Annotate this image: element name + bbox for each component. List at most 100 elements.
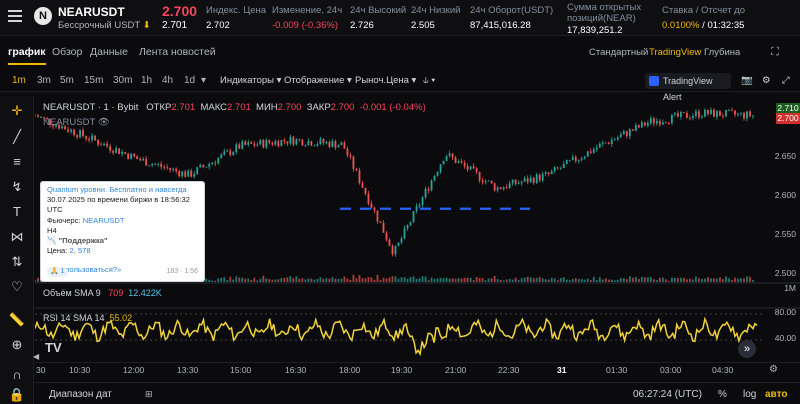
utc-clock[interactable]: 06:27:24 (UTC): [633, 389, 702, 400]
brush-icon[interactable]: ↯: [11, 179, 23, 194]
candle-body: [565, 160, 568, 164]
timeframe-1h[interactable]: 1h: [141, 75, 153, 86]
candle-body: [166, 167, 169, 169]
timeframe-30m[interactable]: 30m: [113, 75, 133, 86]
tab-chart[interactable]: график: [8, 46, 46, 58]
auto-scale-toggle[interactable]: авто: [765, 389, 788, 400]
volume-bar: [262, 275, 265, 282]
favorite-icon[interactable]: ♡: [11, 279, 23, 294]
magnet-icon[interactable]: ∩: [12, 367, 22, 382]
volume-bar: [37, 277, 39, 282]
volume-bar: [409, 277, 412, 282]
volume-bar: [655, 279, 658, 282]
candle-body: [544, 172, 547, 174]
trendline-icon[interactable]: ╱: [13, 129, 21, 144]
timeframe-5m[interactable]: 5m: [60, 75, 74, 86]
volume-bar: [490, 278, 493, 282]
candle-body: [298, 139, 301, 140]
percent-scale-toggle[interactable]: %: [718, 389, 727, 400]
crosshair-icon[interactable]: ✛: [11, 103, 23, 118]
timeframe-3m[interactable]: 3m: [37, 75, 51, 86]
eye-icon[interactable]: 👁: [97, 117, 110, 128]
volume-sma-value: 12.422K: [128, 288, 162, 298]
display-dropdown[interactable]: Отображение ▾: [284, 75, 352, 86]
fib-icon[interactable]: ≡: [13, 154, 21, 169]
candle-body: [520, 181, 523, 184]
candle-body: [100, 144, 102, 146]
candle-body: [631, 129, 634, 131]
tab-data[interactable]: Данные: [90, 46, 128, 58]
time-tick: 10:30: [69, 365, 91, 375]
candle-body: [460, 161, 463, 163]
volume-bar: [370, 277, 373, 282]
time-axis: 30 10:30 12:00 13:30 15:00 16:30 18:00 1…: [35, 362, 800, 376]
view-depth[interactable]: Глубина: [704, 47, 741, 58]
candle-body: [292, 136, 295, 145]
price-tick: 2.500: [774, 268, 796, 278]
screenshot-icon[interactable]: 📷: [741, 75, 753, 86]
volume-bar: [253, 277, 256, 282]
text-icon[interactable]: T: [13, 204, 21, 219]
price-type-dropdown[interactable]: Рыноч.Цена ▾: [355, 75, 417, 86]
popup-reactions[interactable]: 🙏 1: [47, 266, 68, 277]
view-standard[interactable]: Стандартный: [589, 47, 649, 58]
date-range-button[interactable]: Диапазон дат: [49, 389, 112, 400]
candle-body: [409, 222, 412, 226]
candle-body: [229, 150, 232, 155]
candle-body: [346, 148, 349, 156]
volume-bar: [598, 277, 601, 282]
volume-bar: [740, 278, 742, 282]
timeframe-4h[interactable]: 4h: [162, 75, 174, 86]
tradingview-alert-button[interactable]: TradingView Alert: [645, 73, 731, 102]
timeframe-1m[interactable]: 1m: [12, 75, 26, 86]
tab-news-feed[interactable]: Лента новостей: [139, 46, 216, 58]
timeframe-15m[interactable]: 15m: [84, 75, 104, 86]
chart-pane[interactable]: NEARUSDT · 1 · Bybit ОТКР2.701 МАКС2.701…: [35, 96, 800, 362]
timeframe-1d[interactable]: 1d: [184, 75, 196, 86]
notification-popup[interactable]: Quantum уровни. Бесплатно и навсегда 30.…: [40, 181, 205, 282]
menu-icon[interactable]: [8, 10, 22, 22]
compare-icon[interactable]: ⫝ ▾: [423, 75, 436, 86]
candle-body: [94, 135, 96, 141]
collapse-arrow-icon[interactable]: ◀: [33, 352, 40, 361]
volume-bar: [701, 279, 703, 282]
popup-futures-label: Фьючерс:: [47, 215, 81, 225]
candle-body: [713, 109, 715, 117]
candle-body: [622, 131, 625, 135]
popup-howto-link[interactable]: «Как пользоваться?»: [47, 265, 122, 275]
popup-meta: 183 · 1:56: [166, 267, 198, 275]
settings-icon[interactable]: ⚙: [762, 75, 771, 86]
measure-icon[interactable]: ⇅: [11, 254, 23, 269]
expand-icon[interactable]: ⤢: [782, 75, 790, 86]
volume-bar: [487, 278, 490, 282]
scroll-to-realtime-button[interactable]: »: [738, 340, 756, 358]
candle-body: [562, 163, 565, 168]
candle-body: [478, 172, 481, 181]
log-scale-toggle[interactable]: log: [743, 389, 757, 400]
ruler-icon[interactable]: 📏: [8, 312, 26, 327]
volume-bar: [319, 277, 322, 282]
candle-body: [37, 115, 39, 118]
candle-body: [571, 156, 574, 161]
volume-bar: [463, 277, 466, 282]
indicators-dropdown[interactable]: Индикаторы ▾: [220, 75, 282, 86]
timeframe-more-icon[interactable]: ▾: [201, 75, 207, 86]
candle-body: [322, 138, 325, 144]
symbol-name[interactable]: NEARUSDT: [58, 5, 125, 19]
fullscreen-icon[interactable]: ⛶: [771, 46, 779, 58]
view-tradingview[interactable]: TradingView: [649, 47, 702, 58]
coin-logo: N: [34, 7, 52, 25]
zoom-icon[interactable]: ⊕: [11, 337, 23, 352]
lock-icon[interactable]: 🔒: [8, 387, 26, 402]
candle-body: [550, 171, 553, 174]
volume-bar: [352, 274, 355, 282]
volume-bar: [562, 277, 565, 282]
calendar-icon[interactable]: ⊞: [145, 389, 153, 399]
popup-futures-link[interactable]: NEARUSDT: [82, 215, 125, 225]
volume-legend: Объём SMA 9 709 12.422K: [43, 288, 162, 298]
tab-overview[interactable]: Обзор: [52, 46, 83, 58]
chart-settings-icon[interactable]: ⚙: [769, 364, 778, 375]
rsi-tick: 40.00: [774, 333, 796, 343]
pattern-icon[interactable]: ⋈: [10, 229, 24, 244]
chart-toolbar: 1m 3m 5m 15m 30m 1h 4h 1d ▾ Индикаторы ▾…: [0, 70, 800, 102]
